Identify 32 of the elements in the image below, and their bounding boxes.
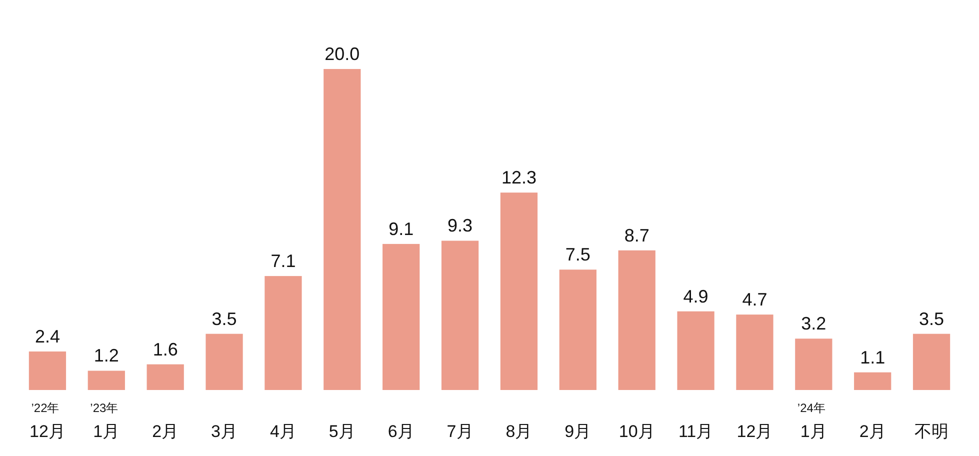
data-label: 4.9: [683, 286, 708, 306]
x-tick-label: 5月: [328, 422, 356, 441]
x-tick-label: 7月: [446, 422, 474, 441]
x-tick-label: 6月: [388, 422, 414, 441]
data-label: 1.1: [860, 347, 886, 368]
data-label: 3.5: [919, 308, 944, 329]
x-tick-label: ’24年 1月: [797, 401, 827, 441]
data-label: 3.5: [212, 308, 237, 329]
x-tick-label: 11月: [678, 422, 714, 441]
x-tick-label: 8月: [506, 422, 532, 441]
data-label: 12.3: [501, 168, 536, 188]
data-label: 20.0: [324, 44, 360, 64]
x-tick-label: ’22年 12月: [30, 401, 66, 441]
x-tick-label: 2月: [859, 422, 886, 441]
x-tick-label: 2月: [152, 422, 179, 441]
data-label: 9.1: [388, 218, 414, 239]
x-tick-label: 9月: [564, 422, 592, 441]
data-label: 7.5: [565, 244, 590, 265]
data-label: 1.6: [152, 339, 178, 360]
x-tick-label: 3月: [211, 422, 238, 441]
data-label: 3.2: [801, 314, 826, 334]
data-label: 7.1: [270, 251, 296, 272]
data-label: 9.3: [448, 216, 473, 236]
data-label: 8.7: [624, 225, 650, 246]
data-label: 1.2: [94, 346, 119, 366]
data-label: 4.7: [742, 290, 768, 310]
x-tick-label: ’23年 1月: [90, 401, 120, 441]
x-tick-label: 12月: [736, 422, 773, 441]
x-tick-label: 4月: [270, 422, 296, 441]
x-tick-label: 不明: [914, 422, 949, 441]
data-label: 2.4: [34, 326, 60, 346]
x-tick-label: 10月: [618, 422, 655, 441]
